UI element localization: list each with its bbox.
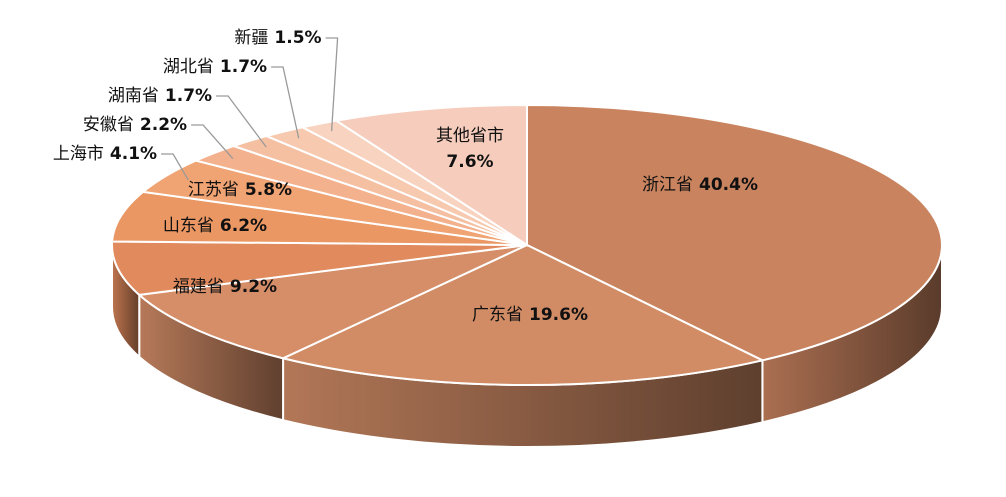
category-label: 其他省市 [436, 126, 504, 146]
leader-line [161, 153, 189, 181]
category-label: 广东省 [472, 305, 523, 325]
category-label: 湖北省 [163, 57, 214, 77]
data-label: 江苏省 5.8% [188, 180, 292, 200]
value-label: 6.2% [220, 216, 267, 236]
data-label: 上海市 4.1% [53, 144, 157, 164]
slice [111, 190, 528, 246]
slice [136, 244, 528, 360]
data-label: 广东省 19.6% [472, 305, 588, 325]
slice [333, 103, 528, 247]
data-label: 山东省 6.2% [163, 216, 267, 236]
value-label: 1.7% [220, 57, 267, 77]
value-label: 1.5% [274, 28, 321, 48]
value-label: 2.2% [140, 115, 187, 135]
value-label: 5.8% [245, 180, 292, 200]
category-label: 福建省 [173, 277, 224, 297]
category-label: 上海市 [53, 144, 104, 164]
leader-line [271, 66, 300, 139]
leader-line [325, 37, 339, 132]
slice [280, 243, 766, 386]
data-label: 新疆 1.5% [234, 28, 321, 48]
value-label: 4.1% [110, 144, 157, 164]
category-label: 江苏省 [188, 180, 239, 200]
value-label: 19.6% [529, 305, 588, 325]
slice [111, 240, 528, 296]
data-label: 湖南省 1.7% [108, 86, 212, 106]
value-label: 7.6% [446, 152, 493, 172]
slice [526, 103, 944, 362]
category-label: 新疆 [234, 28, 268, 48]
leader-line [191, 124, 234, 160]
data-label: 其他省市 7.6% [436, 126, 504, 172]
data-label: 湖北省 1.7% [163, 57, 267, 77]
category-label: 山东省 [163, 216, 214, 236]
value-label: 1.7% [165, 86, 212, 106]
category-label: 浙江省 [642, 175, 693, 195]
data-label: 浙江省 40.4% [642, 175, 758, 195]
value-label: 40.4% [699, 175, 758, 195]
category-label: 安徽省 [83, 115, 134, 135]
value-label: 9.2% [230, 277, 277, 297]
category-label: 湖南省 [108, 86, 159, 106]
leader-line [216, 95, 267, 148]
data-label: 福建省 9.2% [173, 277, 277, 297]
data-label: 安徽省 2.2% [83, 115, 187, 135]
